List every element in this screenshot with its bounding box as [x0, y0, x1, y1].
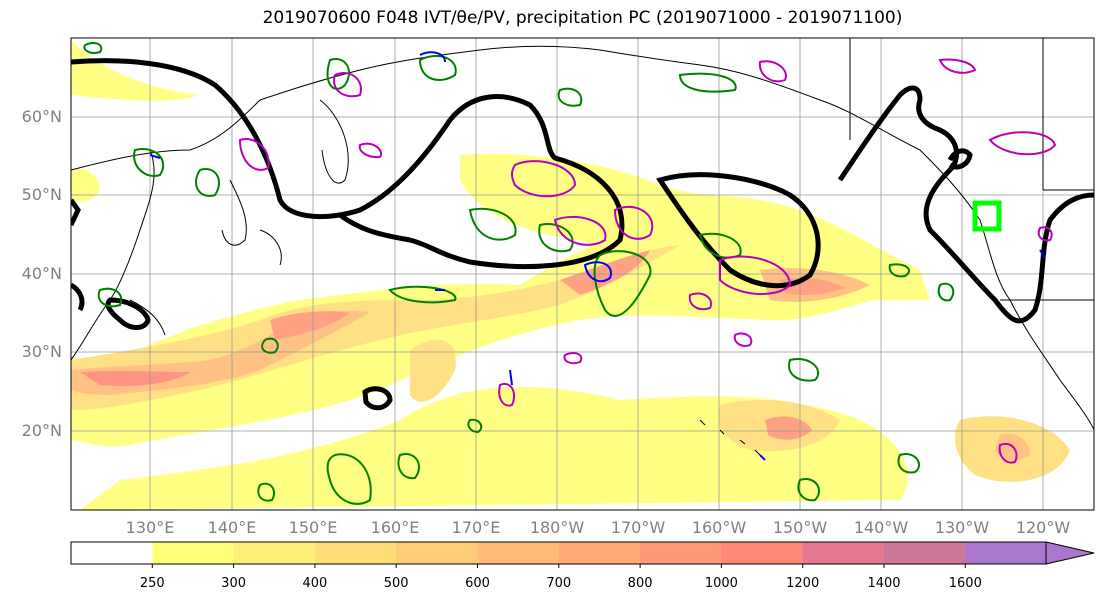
colorbar-tick-label: 400 [302, 576, 328, 591]
colorbar-tick-label: 300 [221, 576, 246, 591]
lon-label-130e: 130°E [125, 518, 175, 537]
colorbar-tick-label: 1400 [867, 576, 901, 591]
colorbar-tick-label: 250 [139, 576, 165, 591]
lat-label-40n: 40°N [21, 264, 62, 283]
pv-magenta-contours [238, 58, 1057, 464]
colorbar-tick-label: 600 [465, 576, 490, 591]
lon-label-160w: 160°W [691, 518, 747, 537]
lon-label-140w: 140°W [853, 518, 909, 537]
theta-e-contours [71, 58, 1094, 411]
lon-label-150w: 150°W [772, 518, 828, 537]
lat-label-30n: 30°N [21, 342, 62, 361]
colorbar-tick-label: 700 [546, 576, 572, 591]
ivt-shading [71, 40, 1070, 510]
lat-label-50n: 50°N [21, 185, 62, 204]
colorbar-tick-label: 1000 [704, 576, 738, 591]
coastlines [71, 38, 1094, 456]
lon-label-160e: 160°E [370, 518, 420, 537]
lon-label-150e: 150°E [288, 518, 338, 537]
lat-label-60n: 60°N [21, 107, 62, 126]
colorbar-tick-label: 1600 [948, 576, 982, 591]
lon-label-140e: 140°E [207, 518, 257, 537]
lat-label-20n: 20°N [21, 421, 62, 440]
map-title: 2019070600 F048 IVT/θe/PV, precipitation… [262, 8, 903, 28]
lon-label-120w: 120°W [1015, 518, 1071, 537]
colorbar-tick-label: 500 [383, 576, 409, 591]
lon-label-170e: 170°E [451, 518, 501, 537]
colorbar-tick-label: 1200 [786, 576, 820, 591]
pv-blue-contours [149, 51, 1046, 461]
lon-label-180w: 180°W [529, 518, 585, 537]
lon-label-170w: 170°W [610, 518, 666, 537]
lon-label-130w: 130°W [934, 518, 990, 537]
colorbar-tick-label: 800 [627, 576, 653, 591]
pv-green-contours [83, 42, 955, 505]
target-region-box [972, 200, 1002, 232]
